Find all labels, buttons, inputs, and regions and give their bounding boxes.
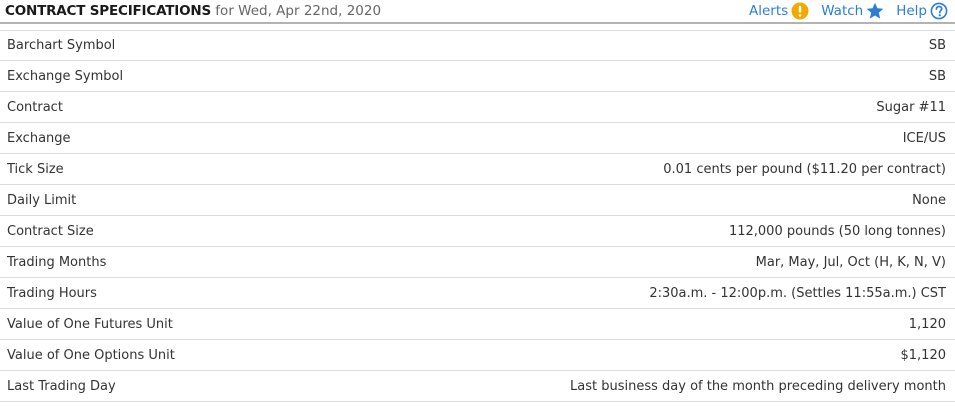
help-link[interactable]: Help — [896, 2, 948, 20]
spec-row: Value of One Futures Unit 1,120 — [0, 309, 955, 340]
spec-label: Exchange — [7, 130, 71, 146]
spec-value: $1,120 — [900, 347, 947, 363]
panel-title: CONTRACT SPECIFICATIONS for Wed, Apr 22n… — [5, 3, 381, 19]
spec-row: Trading Months Mar, May, Jul, Oct (H, K,… — [0, 247, 955, 278]
spec-row: Exchange ICE/US — [0, 123, 955, 154]
spec-row: Barchart Symbol SB — [0, 30, 955, 61]
specs-table: Barchart Symbol SB Exchange Symbol SB Co… — [0, 30, 955, 402]
spec-label: Daily Limit — [7, 192, 77, 208]
spec-value: SB — [928, 38, 946, 53]
watch-label: Watch — [821, 3, 864, 19]
spec-row: Exchange Symbol SB — [0, 61, 955, 92]
spec-label: Value of One Futures Unit — [7, 316, 173, 332]
spec-label: Exchange Symbol — [7, 68, 124, 84]
panel-title-date: for Wed, Apr 22nd, 2020 — [211, 3, 382, 19]
header-actions: Alerts Watch Help — [749, 2, 948, 20]
spec-row: Daily Limit None — [0, 185, 955, 216]
spec-value: 0.01 cents per pound ($11.20 per contrac… — [663, 161, 946, 177]
spec-label: Trading Months — [7, 254, 107, 270]
panel-title-text: CONTRACT SPECIFICATIONS — [5, 3, 212, 19]
spec-label: Contract Size — [7, 223, 94, 239]
spec-value: 1,120 — [908, 316, 946, 332]
spec-row: Tick Size 0.01 cents per pound ($11.20 p… — [0, 154, 955, 185]
exclamation-circle-icon — [791, 2, 809, 20]
spec-label: Tick Size — [7, 161, 64, 177]
contract-specifications-panel: CONTRACT SPECIFICATIONS for Wed, Apr 22n… — [0, 0, 955, 402]
spec-value: 112,000 pounds (50 long tonnes) — [728, 223, 946, 239]
alerts-label: Alerts — [749, 3, 789, 19]
spec-label: Contract — [7, 99, 63, 115]
spec-value: Last business day of the month preceding… — [570, 378, 946, 394]
spec-row: Trading Hours 2:30a.m. - 12:00p.m. (Sett… — [0, 278, 955, 309]
spec-label: Barchart Symbol — [7, 38, 116, 53]
question-circle-icon — [930, 2, 948, 20]
spec-label: Last Trading Day — [7, 378, 116, 394]
spec-label: Trading Hours — [7, 285, 97, 301]
star-icon — [866, 2, 884, 20]
spec-row: Value of One Options Unit $1,120 — [0, 340, 955, 371]
spec-value: Mar, May, Jul, Oct (H, K, N, V) — [755, 254, 946, 270]
spec-value: ICE/US — [902, 130, 946, 146]
spec-value: SB — [928, 68, 946, 84]
spec-value: 2:30a.m. - 12:00p.m. (Settles 11:55a.m.)… — [649, 285, 946, 301]
help-label: Help — [896, 3, 927, 19]
spec-row: Last Trading Day Last business day of th… — [0, 371, 955, 402]
spec-row: Contract Sugar #11 — [0, 92, 955, 123]
spec-value: Sugar #11 — [876, 99, 946, 115]
panel-header: CONTRACT SPECIFICATIONS for Wed, Apr 22n… — [0, 0, 955, 24]
spec-value: None — [912, 192, 946, 208]
alerts-link[interactable]: Alerts — [749, 2, 809, 20]
spec-row: Contract Size 112,000 pounds (50 long to… — [0, 216, 955, 247]
spec-label: Value of One Options Unit — [7, 347, 175, 363]
watch-link[interactable]: Watch — [821, 2, 884, 20]
